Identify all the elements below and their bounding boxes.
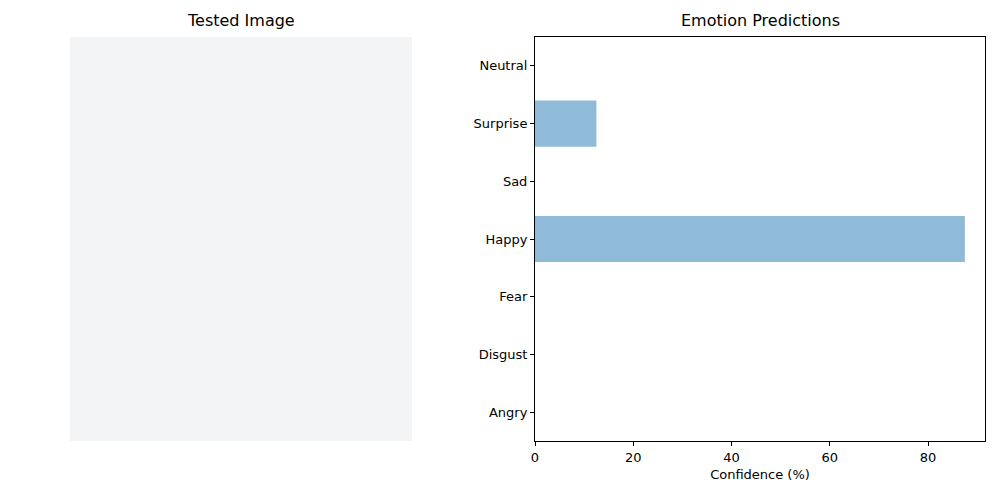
- svg-text:Happy: Happy: [485, 232, 527, 247]
- svg-text:Fear: Fear: [499, 289, 528, 304]
- svg-text:40: 40: [723, 450, 740, 465]
- svg-text:Tested Image: Tested Image: [187, 11, 295, 30]
- svg-text:Neutral: Neutral: [479, 58, 527, 73]
- svg-text:Angry: Angry: [489, 405, 528, 420]
- svg-text:Surprise: Surprise: [474, 116, 528, 131]
- svg-text:Confidence (%): Confidence (%): [710, 467, 810, 482]
- svg-text:80: 80: [920, 450, 937, 465]
- svg-text:Disgust: Disgust: [479, 347, 528, 362]
- svg-text:Emotion Predictions: Emotion Predictions: [681, 11, 840, 30]
- svg-text:60: 60: [821, 450, 838, 465]
- svg-text:20: 20: [625, 450, 642, 465]
- svg-text:Sad: Sad: [503, 174, 527, 189]
- svg-text:0: 0: [531, 450, 539, 465]
